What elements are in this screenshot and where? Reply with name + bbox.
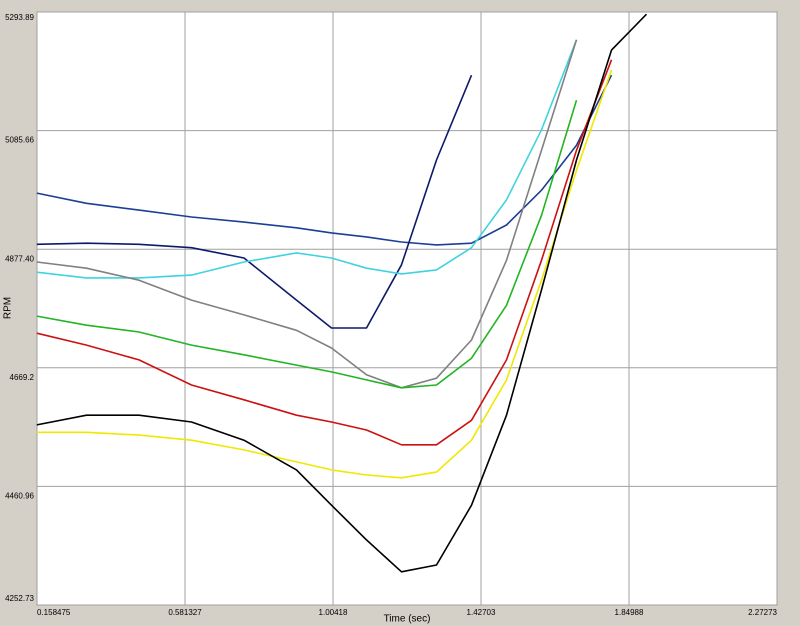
y-tick-label: 4252.73 bbox=[5, 594, 34, 603]
x-tick-label: 1.84988 bbox=[615, 608, 644, 617]
y-tick-label: 4460.96 bbox=[5, 492, 34, 501]
x-tick-label: 2.27273 bbox=[748, 608, 777, 617]
x-axis-title: Time (sec) bbox=[384, 614, 431, 625]
series-line bbox=[36, 39, 578, 389]
series-line bbox=[36, 99, 578, 389]
lines bbox=[36, 13, 648, 573]
x-tick-label: 1.00418 bbox=[319, 608, 348, 617]
y-tick-label: 4877.40 bbox=[5, 254, 34, 263]
x-tick-label: 0.581327 bbox=[168, 608, 202, 617]
x-tick-label: 0.158475 bbox=[37, 608, 71, 617]
y-axis-title: RPM bbox=[3, 297, 14, 319]
series-line bbox=[36, 13, 648, 573]
series-line bbox=[36, 69, 613, 479]
plot-area bbox=[36, 11, 778, 606]
series-line bbox=[36, 59, 613, 446]
series-line bbox=[36, 74, 473, 329]
series-line bbox=[36, 74, 613, 246]
y-tick-label: 4669.2 bbox=[10, 373, 35, 382]
series-line bbox=[36, 39, 578, 279]
y-tick-label: 5293.89 bbox=[5, 13, 34, 22]
tick-labels: 0.158475 0.581327 1.00418 1.42703 1.84988 2.2… bbox=[5, 13, 777, 617]
x-tick-label: 1.42703 bbox=[467, 608, 496, 617]
y-tick-label: 5085.66 bbox=[5, 136, 34, 145]
